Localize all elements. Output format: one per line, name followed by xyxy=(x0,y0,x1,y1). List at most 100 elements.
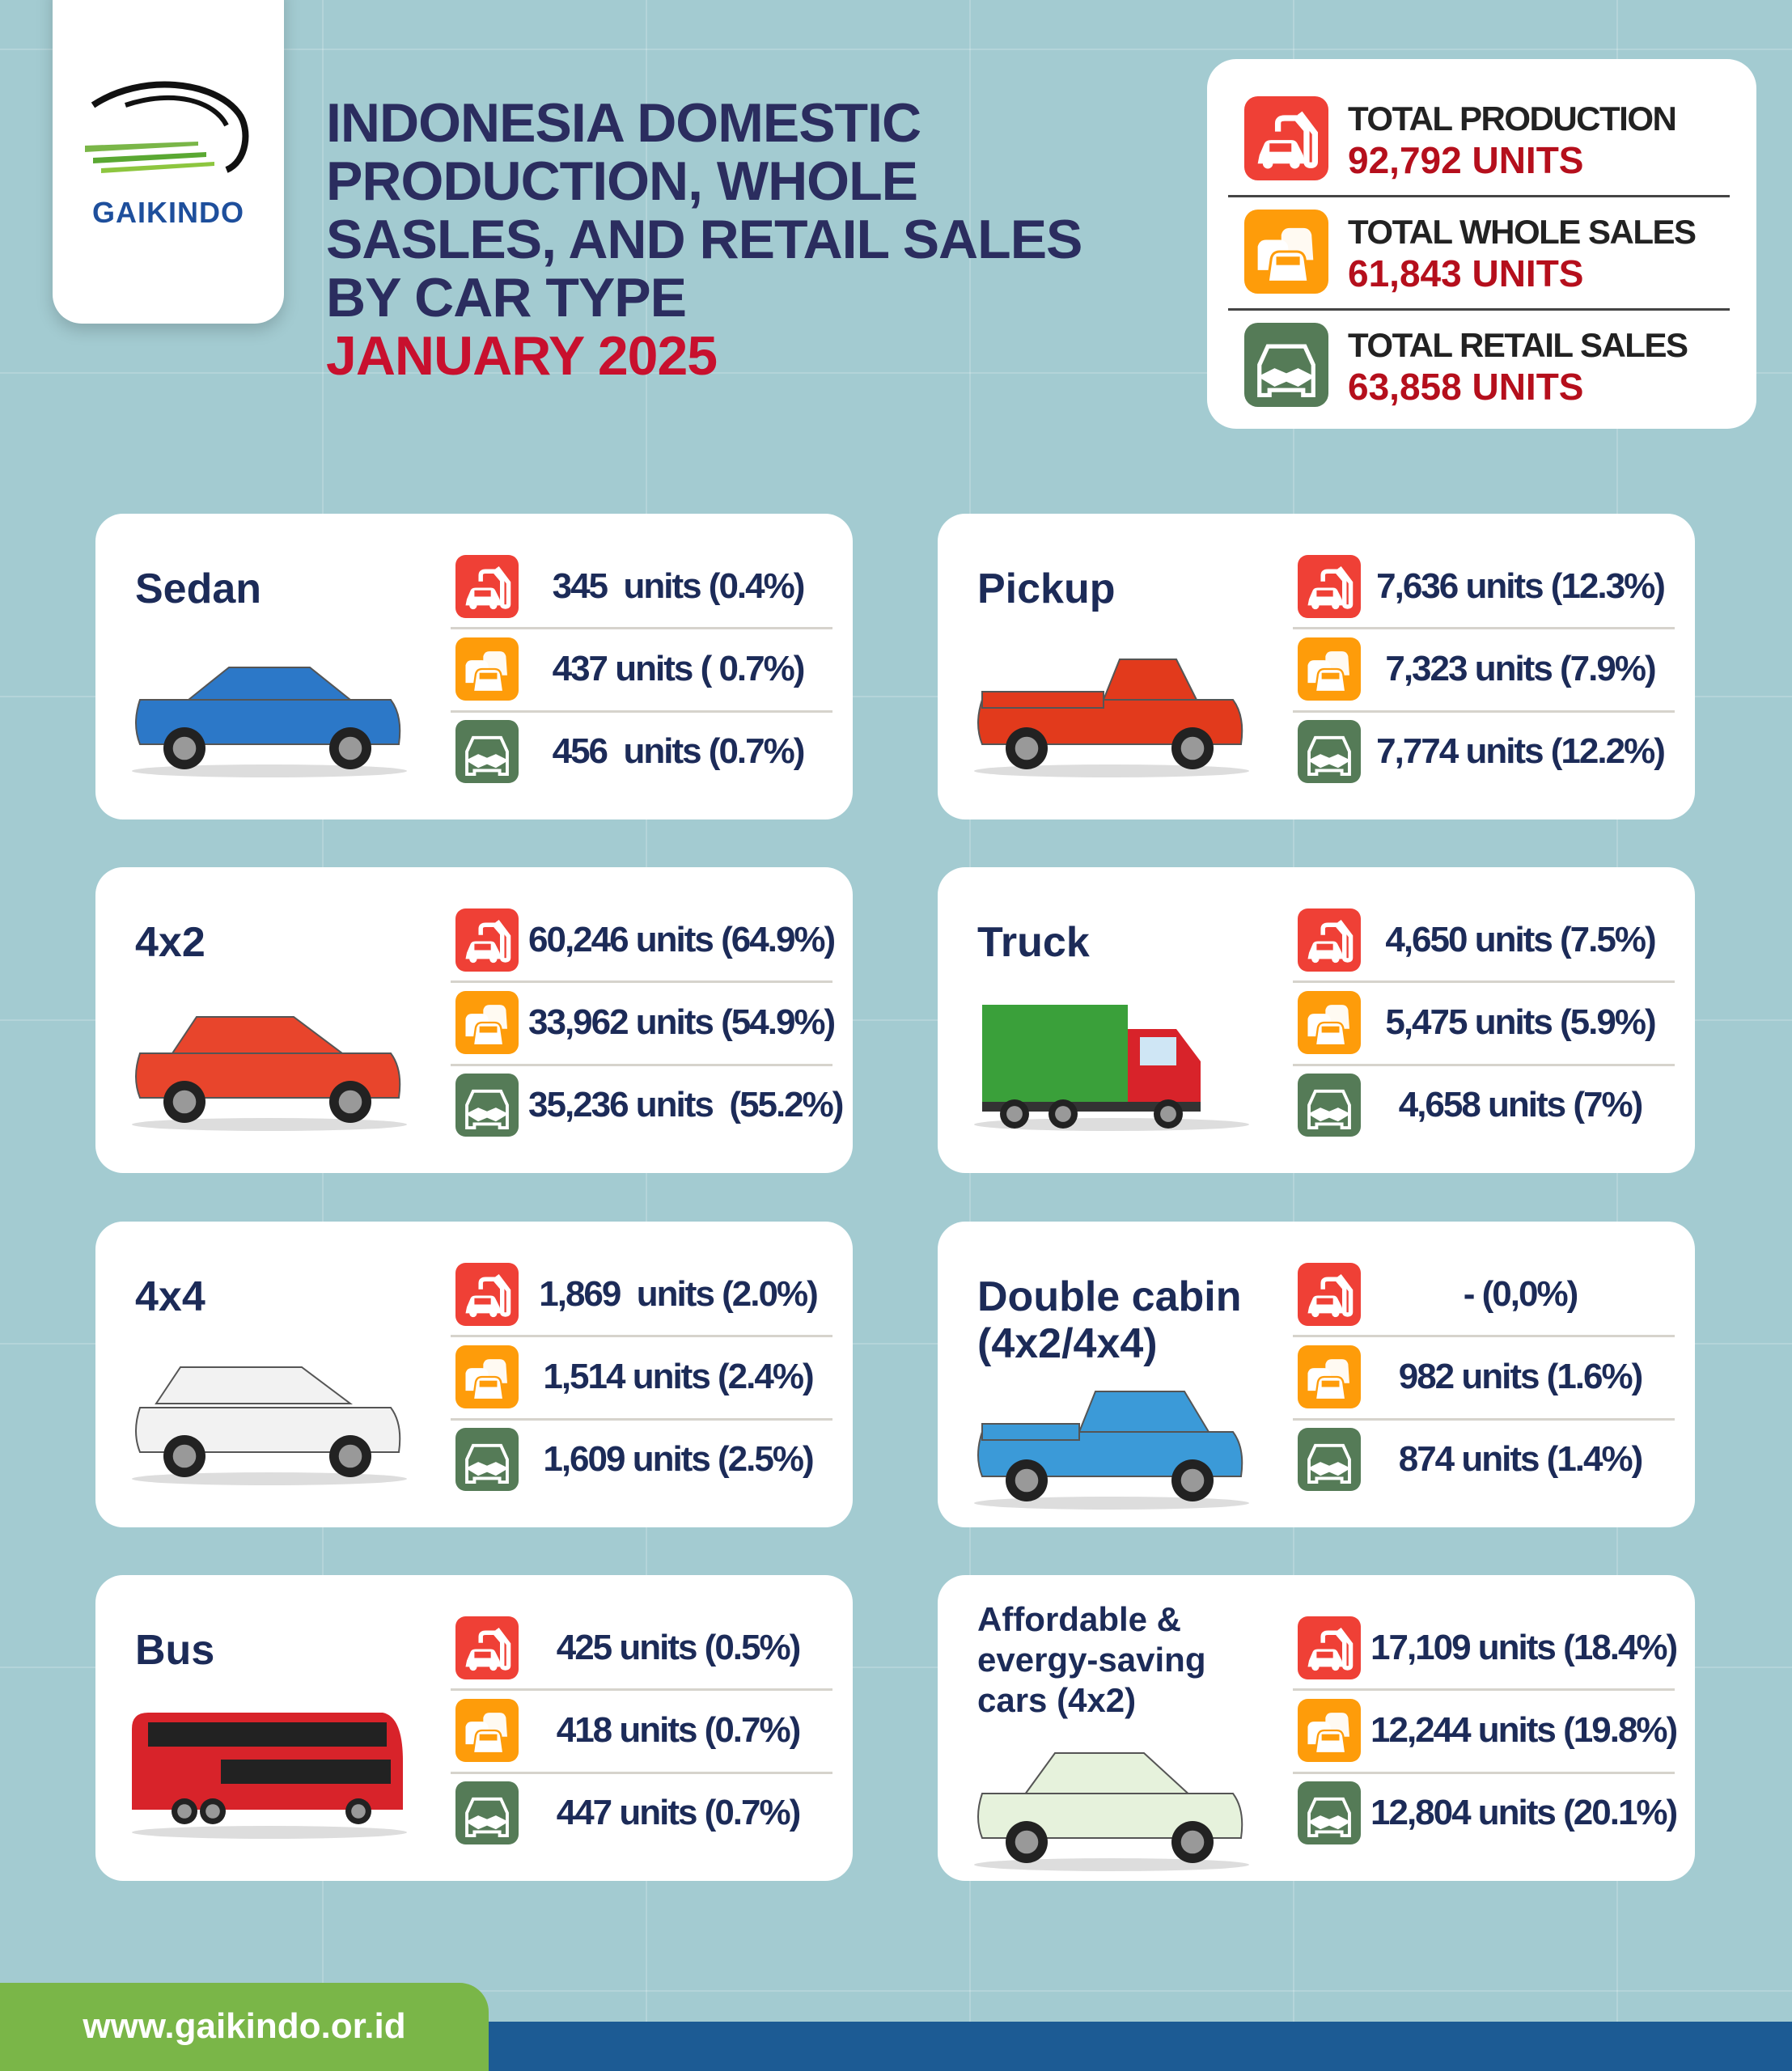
retail-icon xyxy=(455,720,519,783)
wholesales-icon xyxy=(455,1699,519,1762)
production-icon xyxy=(1298,908,1361,972)
icon-wrap xyxy=(455,1263,519,1326)
stat-row-production: 1,869 units (2.0%) xyxy=(455,1263,836,1336)
footer-bar xyxy=(489,2022,1792,2071)
wholesales-icon xyxy=(1298,991,1361,1054)
stat-value: 874 units (1.4%) xyxy=(1398,1439,1644,1479)
retail-icon xyxy=(1244,323,1328,407)
stat-row-wholesales: 5,475 units (5.9%) xyxy=(1298,991,1678,1064)
icon-wrap xyxy=(1298,1616,1361,1679)
stat-row-wholesales: 982 units (1.6%) xyxy=(1298,1345,1678,1418)
car-type-name: 4x4 xyxy=(135,1273,205,1320)
stat-value: - (0,0%) xyxy=(1463,1274,1578,1314)
card-sedan: Sedan 345 units (0.4%) 437 units ( 0.7%) 45… xyxy=(95,514,853,820)
wholesales-icon xyxy=(1298,1699,1361,1762)
icon-wrap xyxy=(1298,908,1361,972)
icon-wrap xyxy=(1298,1345,1361,1408)
total-label: TOTAL PRODUCTION xyxy=(1348,100,1677,138)
production-icon xyxy=(1298,555,1361,618)
wholesales-icon xyxy=(1244,210,1328,294)
icon-wrap xyxy=(455,720,519,783)
card-pickup: Pickup 7,636 units (12.3%) 7,323 units (7.… xyxy=(938,514,1695,820)
car-type-name: Bus xyxy=(135,1627,214,1674)
doublecab-illustration xyxy=(974,1391,1249,1510)
stat-row-production: 4,650 units (7.5%) xyxy=(1298,908,1678,981)
bus-illustration xyxy=(132,1713,407,1839)
divider xyxy=(451,1335,832,1337)
suv-illustration xyxy=(132,1366,407,1485)
production-icon xyxy=(1298,1263,1361,1326)
icon-wrap xyxy=(1298,1428,1361,1491)
divider xyxy=(1293,710,1675,713)
production-icon xyxy=(1244,96,1328,180)
stat-value: 7,323 units (7.9%) xyxy=(1385,649,1656,688)
car-type-name-line: Double cabin xyxy=(977,1273,1242,1320)
divider xyxy=(1228,308,1730,311)
title-month: JANUARY 2025 xyxy=(326,325,718,387)
icon-wrap xyxy=(455,991,519,1054)
card-truck: Truck 4,650 units (7.5%) 5,475 units (5.9%… xyxy=(938,867,1695,1173)
production-icon xyxy=(455,1616,519,1679)
retail-icon xyxy=(455,1428,519,1491)
divider xyxy=(1293,627,1675,629)
divider xyxy=(451,1418,832,1421)
stat-row-production: - (0,0%) xyxy=(1298,1263,1678,1336)
stat-row-production: 60,246 units (64.9%) xyxy=(455,908,836,981)
stat-value: 12,804 units (20.1%) xyxy=(1370,1793,1678,1832)
icon-wrap xyxy=(455,637,519,701)
stat-value: 418 units (0.7%) xyxy=(556,1710,802,1750)
icon-wrap xyxy=(1298,555,1361,618)
production-icon xyxy=(455,1263,519,1326)
gaikindo-logo: GAIKINDO xyxy=(53,0,284,324)
stat-value: 4,650 units (7.5%) xyxy=(1385,920,1656,959)
total-wholesales: TOTAL WHOLE SALES 61,843 UNITS xyxy=(1228,195,1730,308)
stat-value: 982 units (1.6%) xyxy=(1398,1357,1644,1396)
footer-url-band xyxy=(0,1983,489,2071)
retail-icon xyxy=(1298,1781,1361,1844)
stat-row-retail: 1,609 units (2.5%) xyxy=(455,1428,836,1501)
logo-swoosh-icon xyxy=(85,81,249,173)
website-link[interactable]: www.gaikindo.or.id xyxy=(83,2006,406,2046)
icon-wrap xyxy=(1298,1699,1361,1762)
car-type-name-line: 4x4 xyxy=(135,1273,205,1320)
divider xyxy=(1293,980,1675,983)
icon-wrap xyxy=(1298,1781,1361,1844)
car-type-name-line: cars (4x2) xyxy=(977,1681,1137,1719)
icon-wrap xyxy=(455,1781,519,1844)
sedan-illustration xyxy=(132,667,407,777)
stat-row-retail: 35,236 units (55.2%) xyxy=(455,1074,844,1146)
stat-value: 60,246 units (64.9%) xyxy=(528,920,836,959)
stat-value: 5,475 units (5.9%) xyxy=(1385,1002,1656,1042)
icon-wrap xyxy=(455,1616,519,1679)
stat-value: 425 units (0.5%) xyxy=(556,1628,802,1667)
stat-value: 437 units ( 0.7%) xyxy=(552,649,806,688)
stat-row-production: 7,636 units (12.3%) xyxy=(1298,555,1678,628)
icon-wrap xyxy=(455,555,519,618)
stat-row-wholesales: 12,244 units (19.8%) xyxy=(1298,1699,1678,1772)
icon-wrap xyxy=(1244,96,1328,180)
icon-wrap xyxy=(1298,991,1361,1054)
wholesales-icon xyxy=(455,1345,519,1408)
divider xyxy=(1293,1335,1675,1337)
car-type-name-line: Truck xyxy=(977,919,1090,966)
wholesales-icon xyxy=(1298,1345,1361,1408)
production-icon xyxy=(455,908,519,972)
stat-value: 7,774 units (12.2%) xyxy=(1376,731,1666,771)
stat-row-retail: 874 units (1.4%) xyxy=(1298,1428,1678,1501)
car-type-name: Affordable & evergy-saving cars (4x2) xyxy=(977,1599,1205,1721)
total-retail: TOTAL RETAIL SALES 63,858 UNITS xyxy=(1228,308,1730,421)
stat-value: 456 units (0.7%) xyxy=(552,731,806,771)
car-type-name: Double cabin (4x2/4x4) xyxy=(977,1273,1241,1367)
car-type-name-line: Affordable & xyxy=(977,1600,1181,1638)
stat-row-wholesales: 33,962 units (54.9%) xyxy=(455,991,836,1064)
divider xyxy=(451,1688,832,1691)
stat-row-retail: 4,658 units (7%) xyxy=(1298,1074,1678,1146)
production-icon xyxy=(455,555,519,618)
page-title: INDONESIA DOMESTIC PRODUCTION, WHOLE SAS… xyxy=(326,94,1082,385)
divider xyxy=(451,710,832,713)
stat-value: 1,609 units (2.5%) xyxy=(543,1439,814,1479)
car-type-name-line: (4x2/4x4) xyxy=(977,1320,1158,1367)
card-suv: 4x4 1,869 units (2.0%) 1,514 units (2.4%) 1… xyxy=(95,1222,853,1527)
title-line: INDONESIA DOMESTIC xyxy=(326,92,921,154)
total-value: 92,792 UNITS xyxy=(1348,139,1584,181)
